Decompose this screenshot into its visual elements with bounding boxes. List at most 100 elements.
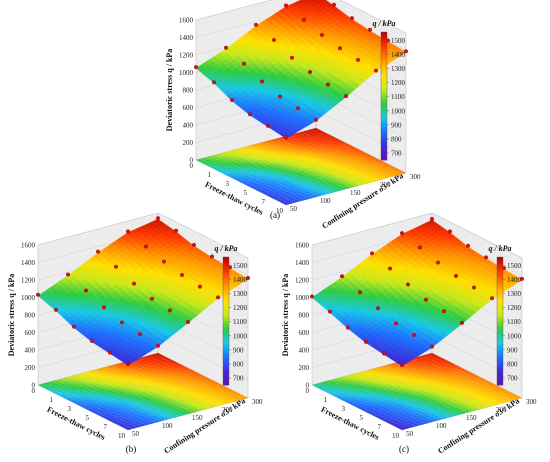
floor-cell xyxy=(303,191,312,195)
z-gridline xyxy=(37,212,249,259)
data-point xyxy=(313,117,318,122)
floor-cell xyxy=(292,132,301,136)
floor-cell xyxy=(104,392,113,396)
floor-cell xyxy=(241,149,250,153)
floor-cell xyxy=(310,173,319,177)
z-gridline xyxy=(195,0,407,34)
floor-cell xyxy=(164,365,173,369)
floor-cell xyxy=(124,373,133,377)
floor-cell xyxy=(132,374,141,378)
floor-cell xyxy=(212,403,221,407)
floor-cell xyxy=(211,385,220,389)
floor-cell xyxy=(198,407,207,411)
floor-cell xyxy=(344,169,353,173)
floor-cell xyxy=(319,170,328,174)
floor-cell xyxy=(59,391,68,395)
floor-cell xyxy=(158,404,167,408)
floor-cell xyxy=(220,160,229,164)
data-point xyxy=(399,363,404,368)
floor-cell xyxy=(175,402,184,406)
floor-cell xyxy=(320,136,329,140)
floor-cell xyxy=(133,360,142,364)
data-point xyxy=(283,135,288,140)
floor-cell xyxy=(184,389,193,393)
floor-cell xyxy=(244,183,253,186)
floor-cell xyxy=(104,413,113,417)
floor-cell xyxy=(213,156,222,160)
colorbar-tick-label: 800 xyxy=(507,360,518,368)
floor-cell xyxy=(319,149,328,153)
floor-cell xyxy=(239,152,248,156)
data-point xyxy=(411,332,416,337)
colorbar-tick-label: 800 xyxy=(391,135,402,143)
floor-cell xyxy=(296,198,305,202)
floor-cell xyxy=(287,190,296,194)
floor-cell xyxy=(125,381,134,385)
y-tick-label: 100 xyxy=(436,422,447,430)
floor-cell xyxy=(111,374,120,378)
data-point xyxy=(277,94,282,99)
floor-cell xyxy=(273,151,282,155)
floor-cell xyxy=(89,377,98,381)
colorbar-segment xyxy=(381,34,387,37)
floor-cell xyxy=(115,376,124,380)
floor-cell xyxy=(306,161,315,165)
floor-cell xyxy=(309,187,318,190)
floor-cell xyxy=(369,171,378,174)
floor-cell xyxy=(222,154,231,158)
floor-cell xyxy=(261,149,270,153)
floor-cell xyxy=(302,162,311,166)
floor-cell xyxy=(173,366,182,370)
data-point xyxy=(131,281,136,286)
floor-cell xyxy=(70,375,79,379)
floor-cell xyxy=(126,389,135,393)
floor-cell xyxy=(265,150,274,154)
floor-cell xyxy=(327,160,336,164)
floor-cell xyxy=(101,401,110,405)
floor-cell xyxy=(179,391,188,394)
y-tick-label: 200 xyxy=(380,181,391,189)
floor-cell xyxy=(316,190,325,194)
floor-cell xyxy=(329,186,338,190)
floor-cell xyxy=(118,378,127,382)
floor-cell xyxy=(118,367,127,371)
panel-label: (b) xyxy=(126,444,137,454)
floor-cell xyxy=(102,377,111,381)
floor-cell xyxy=(274,148,283,152)
floor-cell xyxy=(203,395,212,399)
floor-cell xyxy=(71,393,80,397)
floor-cell xyxy=(362,167,371,171)
floor-cell xyxy=(261,159,270,163)
colorbar-tick-label: 1300 xyxy=(391,65,406,73)
floor-cell xyxy=(297,174,306,178)
floor-cell xyxy=(106,400,115,404)
colorbar-title: q / kPa xyxy=(488,244,511,253)
floor-cell xyxy=(174,363,183,367)
colorbar-segment xyxy=(381,145,387,148)
floor-cell xyxy=(328,179,337,183)
floor-cell xyxy=(169,385,178,389)
data-point xyxy=(435,260,440,265)
floor-cell xyxy=(349,157,358,161)
x-tick-label: 1 xyxy=(324,396,328,404)
floor-cell xyxy=(299,168,308,172)
floor-cell xyxy=(223,151,232,155)
floor-cell xyxy=(171,401,180,405)
floor-cell xyxy=(221,157,230,161)
z-tick-label: 600 xyxy=(183,104,194,112)
floor-cell xyxy=(168,378,177,382)
floor-cell xyxy=(337,187,346,191)
floor-cell xyxy=(290,160,299,164)
floor-cell xyxy=(372,172,381,176)
floor-cell xyxy=(236,171,245,175)
floor-cell xyxy=(301,197,310,201)
floor-cell xyxy=(288,155,297,159)
z-tick-label: 0 xyxy=(190,157,194,165)
floor-cell xyxy=(163,368,172,372)
floor-cell xyxy=(264,143,273,147)
floor-cell xyxy=(314,140,323,144)
floor-cell xyxy=(156,397,165,401)
floor-cell xyxy=(178,404,187,408)
colorbar-segment xyxy=(381,74,387,78)
floor-cell xyxy=(208,158,217,161)
